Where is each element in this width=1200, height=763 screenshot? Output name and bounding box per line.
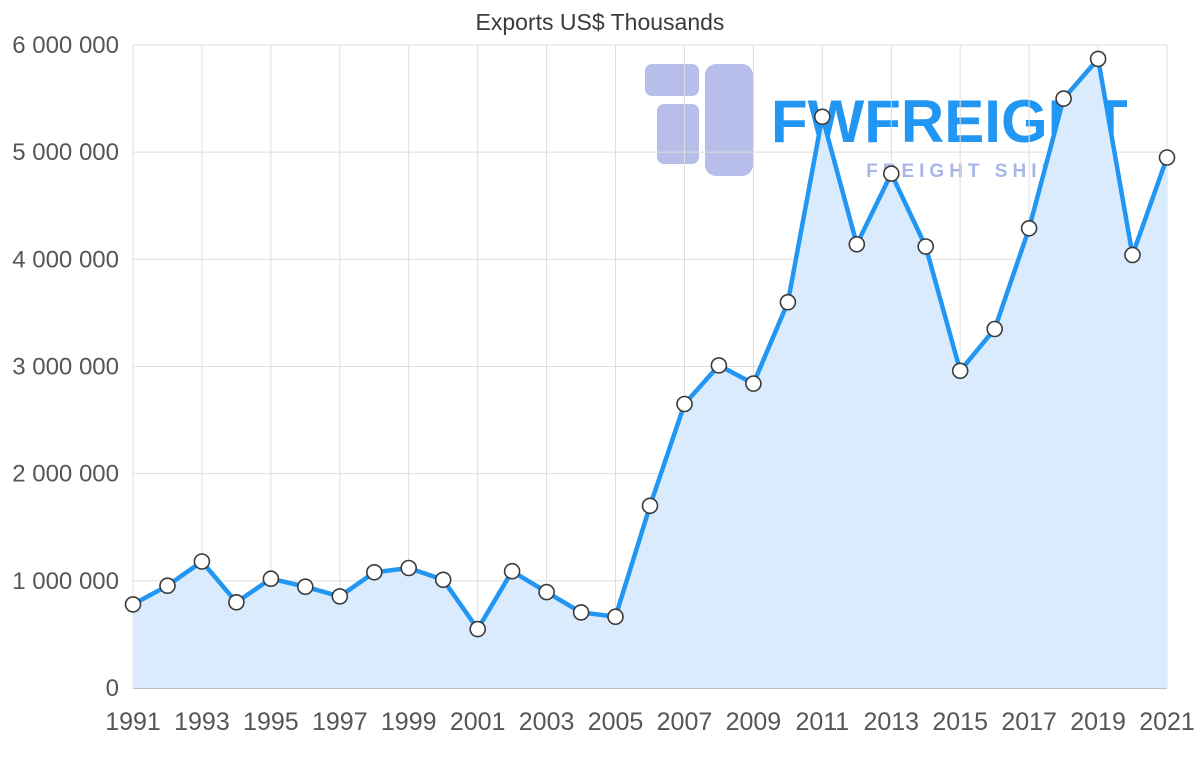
data-point-marker[interactable] xyxy=(124,596,142,613)
data-point-marker[interactable] xyxy=(296,578,314,596)
data-point-marker[interactable] xyxy=(710,357,728,374)
x-axis-tick-label: 2007 xyxy=(657,708,713,736)
y-axis-tick-label: 1 000 000 xyxy=(12,568,119,595)
data-point-marker[interactable] xyxy=(676,395,693,413)
data-point-marker[interactable] xyxy=(193,553,211,570)
y-axis-tick-label: 0 xyxy=(106,675,119,702)
y-axis-tick-label: 5 000 000 xyxy=(12,139,119,166)
data-point-marker[interactable] xyxy=(848,236,866,253)
x-axis-tick-label: 2015 xyxy=(932,708,988,736)
data-point-marker[interactable] xyxy=(400,559,418,577)
data-point-marker[interactable] xyxy=(745,375,762,392)
data-point-marker[interactable] xyxy=(365,563,383,581)
y-axis-tick-label: 3 000 000 xyxy=(12,354,119,381)
x-axis-tick-label: 2001 xyxy=(450,708,506,736)
x-axis-tick-label: 1997 xyxy=(312,708,368,736)
data-point-marker[interactable] xyxy=(951,362,969,380)
x-axis-tick-label: 1993 xyxy=(174,708,230,736)
data-point-marker[interactable] xyxy=(572,604,590,621)
data-point-marker[interactable] xyxy=(1055,90,1072,107)
fwfreight-logo-icon xyxy=(645,64,753,176)
y-axis-tick-label: 6 000 000 xyxy=(12,32,119,59)
chart-title: Exports US$ Thousands xyxy=(475,9,725,35)
data-point-marker[interactable] xyxy=(641,497,659,515)
data-point-marker[interactable] xyxy=(538,583,555,601)
data-point-marker[interactable] xyxy=(262,570,280,588)
x-axis-tick-label: 2021 xyxy=(1139,708,1195,736)
x-axis-tick-label: 1995 xyxy=(243,708,299,736)
x-axis-tick-label: 1999 xyxy=(381,708,437,736)
x-axis-tick-label: 2003 xyxy=(519,708,575,736)
data-point-marker[interactable] xyxy=(503,562,521,580)
data-point-marker[interactable] xyxy=(228,593,245,611)
x-axis-tick-label: 2013 xyxy=(863,708,919,736)
data-point-marker[interactable] xyxy=(779,293,797,311)
data-point-marker[interactable] xyxy=(1124,246,1141,264)
data-point-marker[interactable] xyxy=(159,577,176,595)
data-point-marker[interactable] xyxy=(986,320,1004,338)
data-point-marker[interactable] xyxy=(331,588,349,605)
series-area-fill xyxy=(133,58,1167,688)
x-axis-tick-label: 1991 xyxy=(105,708,161,736)
data-point-marker[interactable] xyxy=(1020,220,1038,237)
x-axis-tick-label: 2011 xyxy=(795,708,849,736)
data-point-marker[interactable] xyxy=(607,608,624,626)
data-point-marker[interactable] xyxy=(882,165,900,182)
data-point-marker[interactable] xyxy=(434,571,452,589)
x-axis-tick-label: 2017 xyxy=(1001,708,1057,736)
x-axis-tick-label: 2009 xyxy=(726,708,782,736)
x-axis-tick-label: 2005 xyxy=(588,708,644,736)
data-point-marker[interactable] xyxy=(469,620,487,638)
data-point-marker[interactable] xyxy=(917,238,935,255)
data-point-marker[interactable] xyxy=(1089,50,1107,68)
y-axis-tick-label: 2 000 000 xyxy=(12,461,119,488)
x-axis-tick-label: 2019 xyxy=(1070,708,1126,736)
y-axis-tick-label: 4 000 000 xyxy=(12,246,119,273)
data-point-marker[interactable] xyxy=(1158,149,1176,166)
data-point-marker[interactable] xyxy=(813,108,831,126)
